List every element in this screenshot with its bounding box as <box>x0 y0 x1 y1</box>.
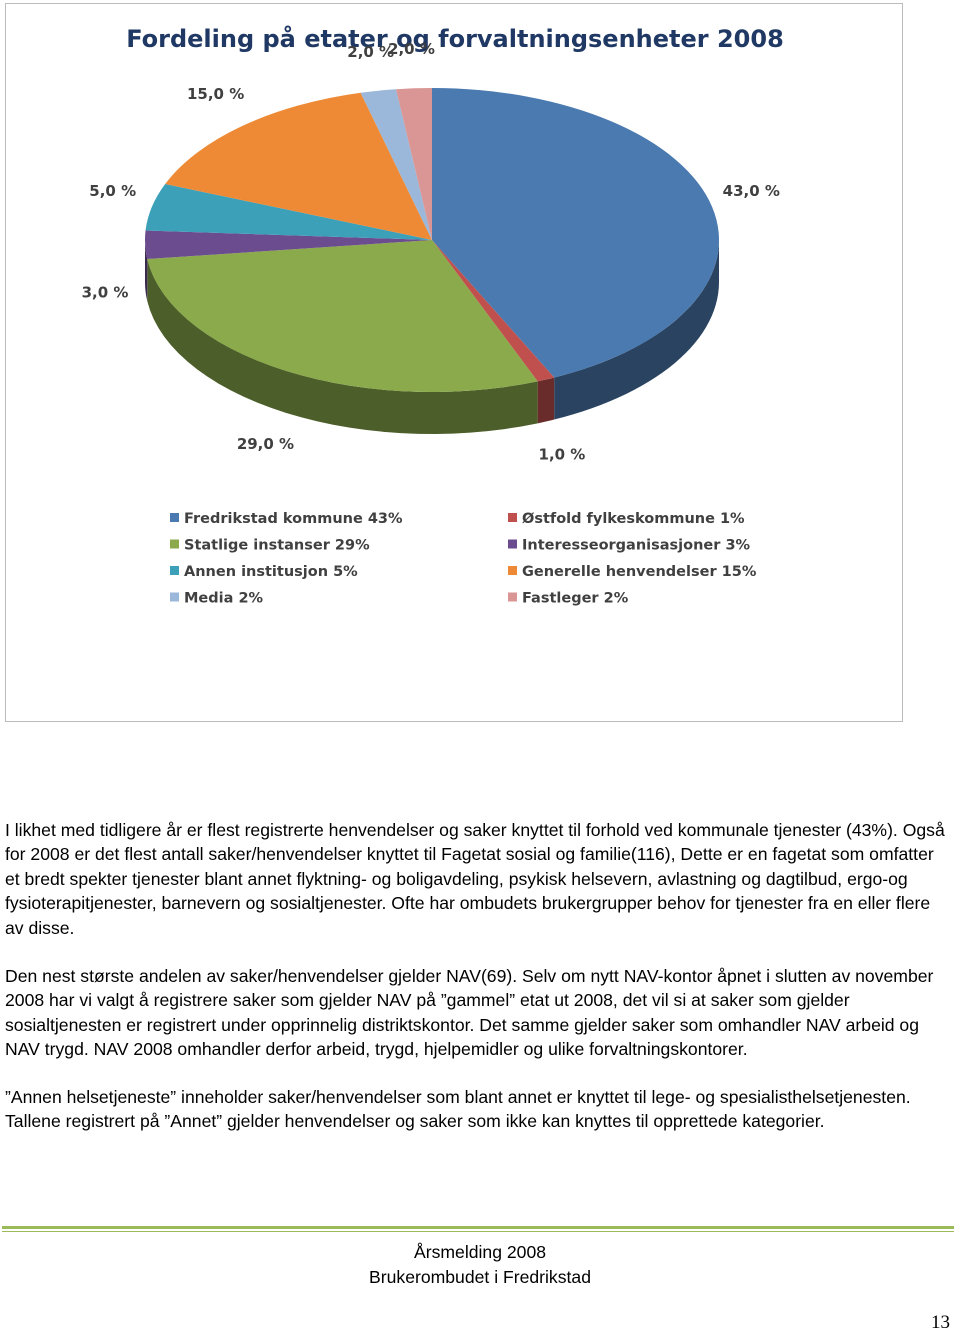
legend-label: Statlige instanser 29% <box>184 538 370 554</box>
legend-swatch <box>170 539 179 549</box>
paragraph: Den nest største andelen av saker/henven… <box>5 966 934 1060</box>
pie-slice <box>396 88 432 240</box>
legend-label: Fastleger 2% <box>522 591 629 607</box>
legend-label: Media 2% <box>184 591 264 607</box>
paragraph: I likhet med tidligere år er flest regis… <box>5 820 945 938</box>
data-label: 29,0 % <box>237 435 294 453</box>
legend-label: Interesseorganisasjoner 3% <box>522 538 751 554</box>
pie-slice <box>165 92 432 240</box>
pie-slice <box>432 88 719 378</box>
legend-swatch <box>170 592 179 602</box>
chart-title: Fordeling på etater og forvaltningsenhet… <box>126 24 784 53</box>
pie-slice <box>145 184 432 240</box>
legend-swatch <box>508 566 517 575</box>
legend-swatch <box>508 592 517 602</box>
legend-label: Fredrikstad kommune 43% <box>184 511 403 527</box>
legend-label: Generelle henvendelser 15% <box>522 564 757 580</box>
legend-label: Annen institusjon 5% <box>184 564 358 580</box>
pie-slice-side <box>554 240 719 420</box>
data-label: 43,0 % <box>723 182 780 200</box>
footer-subtitle: Brukerombudet i Fredrikstad <box>369 1267 591 1287</box>
legend-label: Østfold fylkeskommune 1% <box>522 511 745 527</box>
data-label: 1,0 % <box>539 445 586 463</box>
pie-slice <box>147 240 538 392</box>
data-label: 2,0 % <box>388 40 435 58</box>
chart: Fordeling på etater og forvaltningsenhet… <box>5 3 903 722</box>
legend-swatch <box>170 513 179 522</box>
data-label: 15,0 % <box>187 85 244 103</box>
data-label: 3,0 % <box>82 284 129 302</box>
data-label: 5,0 % <box>89 182 136 200</box>
data-label: 2,0 % <box>347 43 394 61</box>
pie-slice <box>360 89 432 240</box>
page-number: 13 <box>931 1312 950 1333</box>
pie-slice-side <box>147 259 538 434</box>
footer-rule <box>2 1231 954 1232</box>
footer-rule <box>2 1226 954 1229</box>
pie-slice-side <box>537 377 555 424</box>
pie-slice <box>432 240 555 382</box>
pie-slice <box>145 230 432 260</box>
footer-title: Årsmelding 2008 <box>413 1242 547 1262</box>
legend-swatch <box>508 513 517 522</box>
legend-swatch <box>170 566 179 575</box>
legend-swatch <box>508 539 517 549</box>
pie-slice-side <box>145 240 148 302</box>
paragraph: ”Annen helsetjeneste” inneholder saker/h… <box>5 1087 911 1132</box>
